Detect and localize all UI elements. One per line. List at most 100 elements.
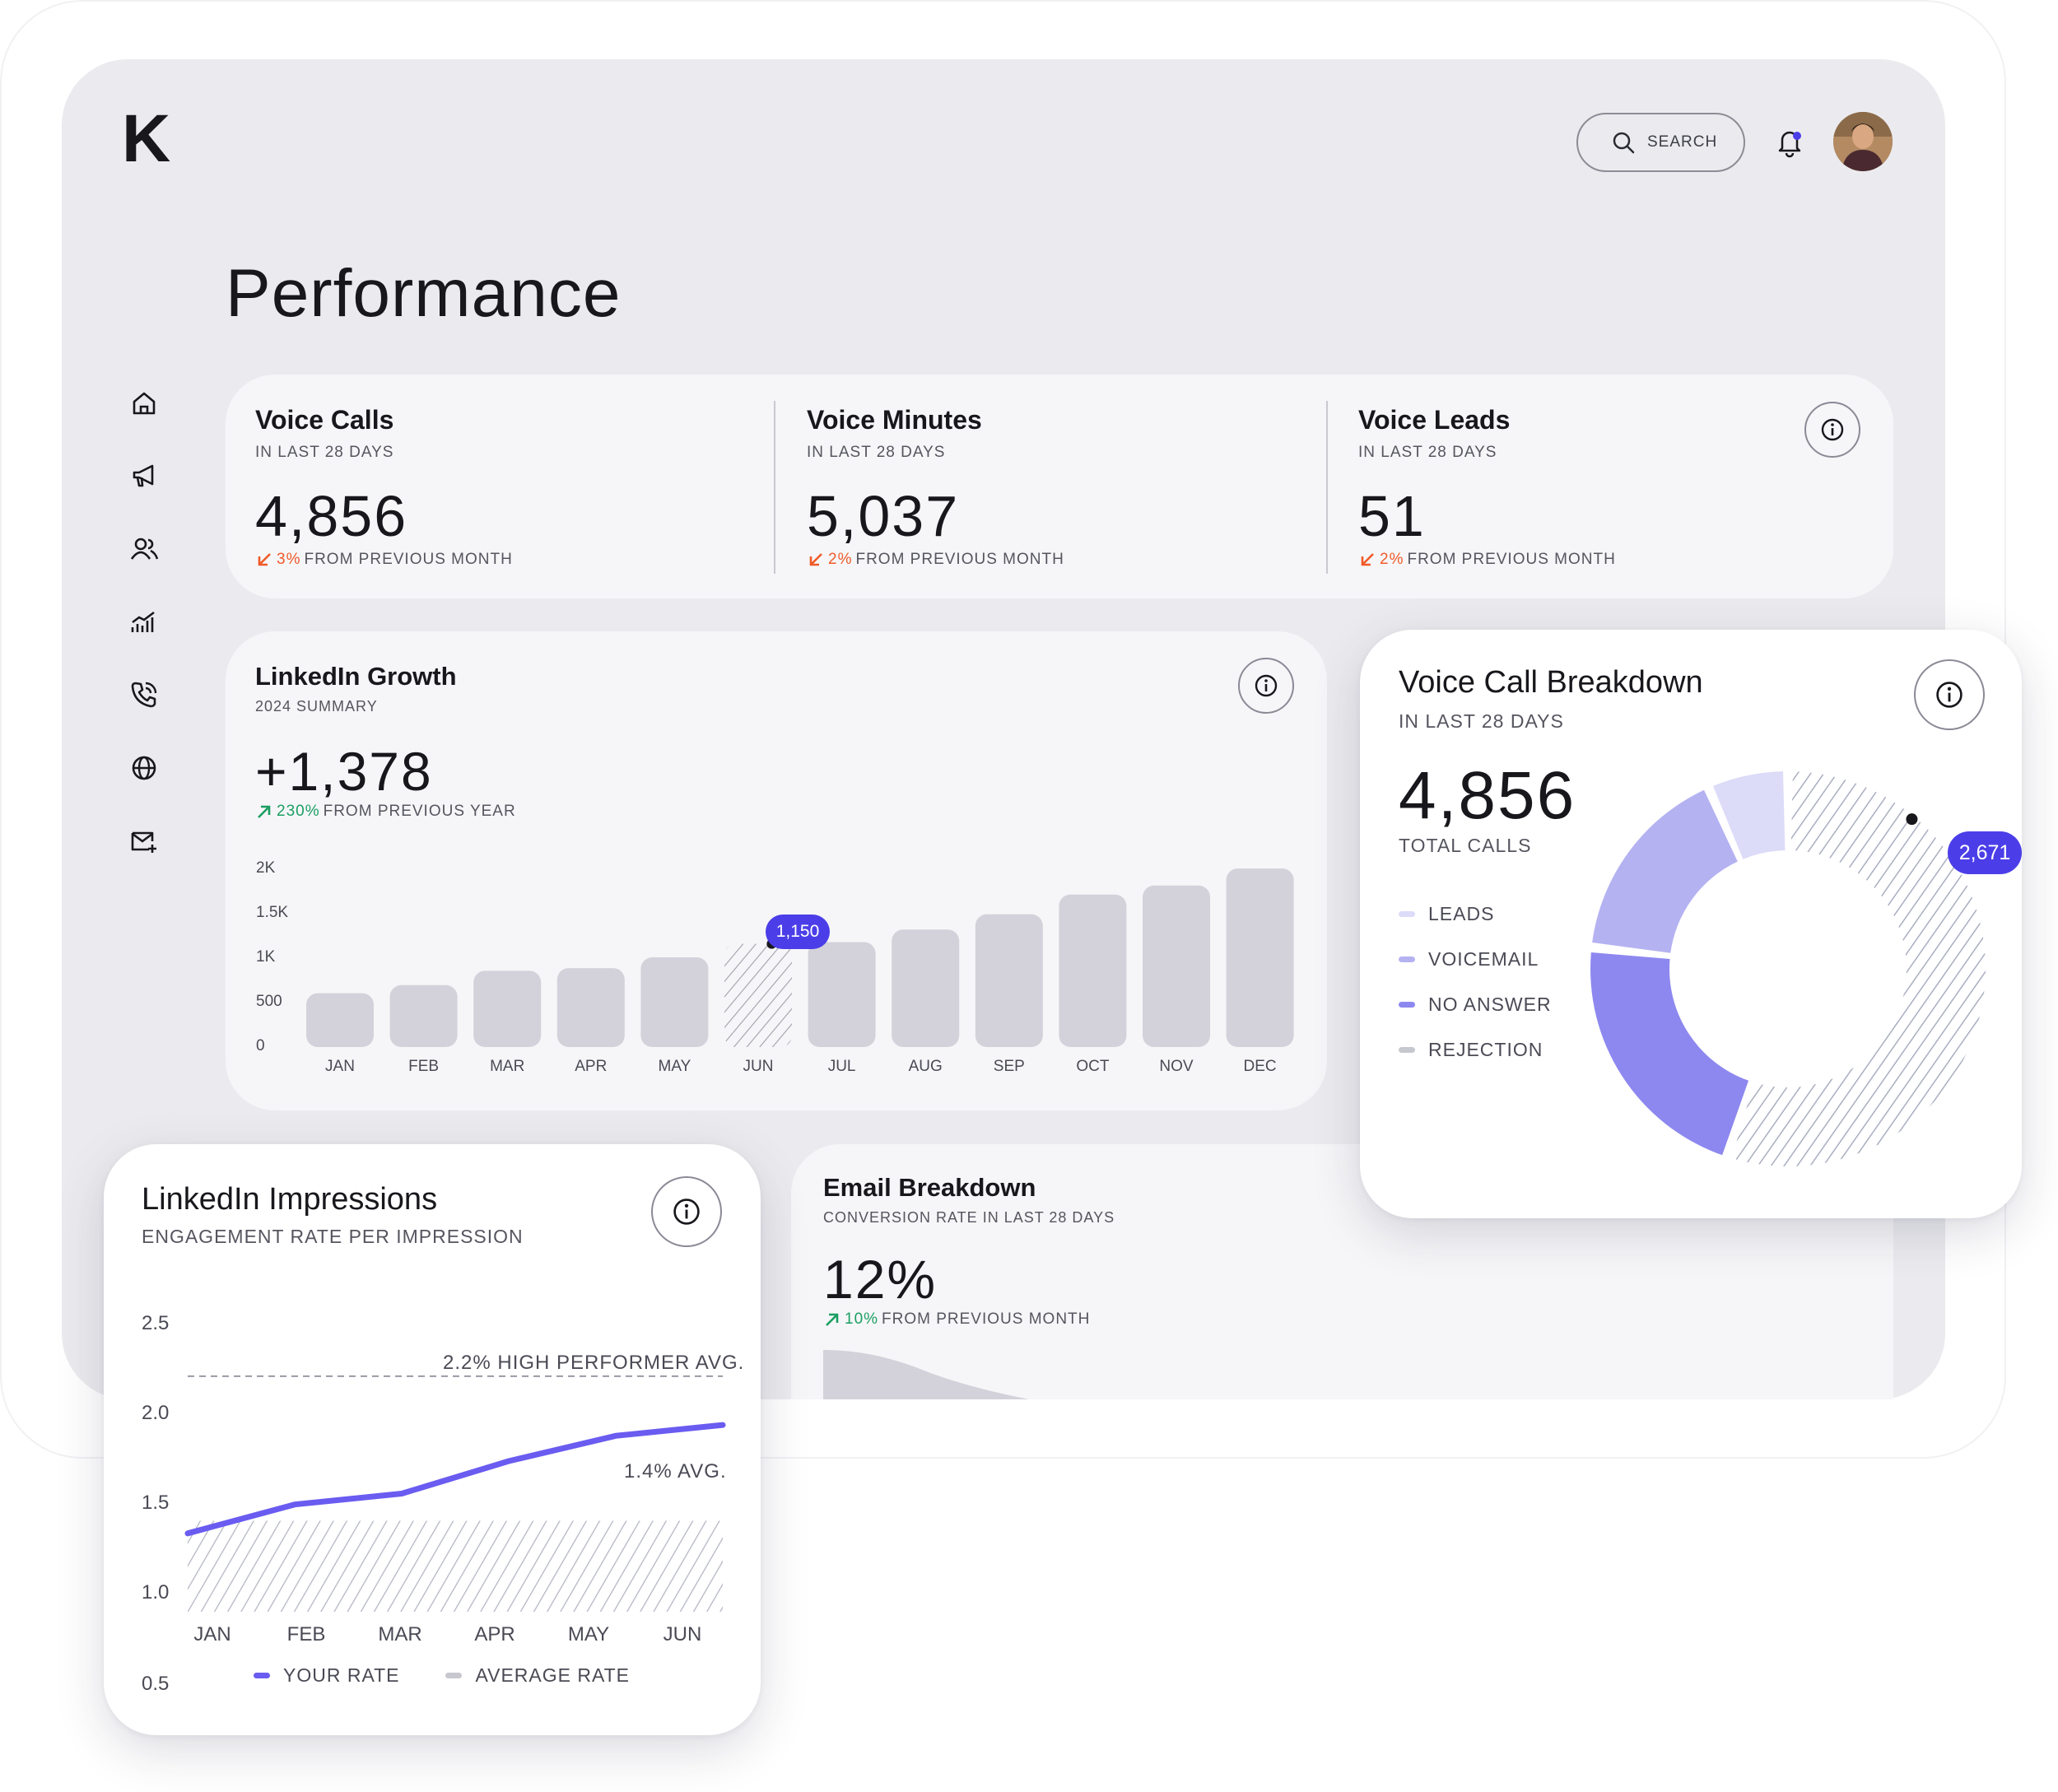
email-delta: 10% FROM PREVIOUS MONTH — [823, 1310, 1115, 1329]
growth-delta: 230% FROM PREVIOUS YEAR — [255, 803, 516, 821]
users-icon[interactable] — [128, 533, 161, 566]
donut-marker — [1906, 813, 1918, 826]
bar-apr[interactable] — [556, 968, 625, 1047]
x-tick: MAY — [658, 1058, 691, 1075]
linkedin-growth-header: LinkedIn Growth 2024 SUMMARY +1,378 230%… — [255, 662, 516, 821]
slice-leads[interactable] — [1712, 771, 1786, 859]
bar-jan[interactable] — [306, 993, 374, 1047]
stat-value: 4,856 — [255, 484, 408, 548]
info-icon — [1255, 674, 1278, 697]
y-tick: 1K — [256, 948, 276, 966]
x-tick: JUN — [663, 1623, 702, 1645]
y-tick: 500 — [256, 993, 282, 1010]
bar-nov[interactable] — [1143, 885, 1210, 1047]
voice-breakdown-donut — [1590, 771, 1986, 1167]
slice-voicemail[interactable] — [1592, 789, 1738, 953]
stat-title: Voice Calls — [255, 405, 394, 435]
card-title: LinkedIn Growth — [255, 662, 457, 691]
arrow-down-left-icon — [809, 553, 822, 566]
bar-jul[interactable] — [808, 942, 876, 1047]
x-tick: FEB — [408, 1058, 440, 1075]
stat-delta: 2% FROM PREVIOUS MONTH — [807, 551, 1064, 569]
arrow-up-right-icon — [258, 805, 271, 818]
info-icon — [1936, 682, 1963, 708]
average-rate-area — [188, 1520, 723, 1612]
stat-divider — [1326, 401, 1328, 574]
delta-text: FROM PREVIOUS MONTH — [882, 1310, 1091, 1328]
donut-tooltip: 2,671 — [1948, 831, 2022, 874]
impressions-line-chart — [184, 1375, 726, 1612]
info-button[interactable] — [1238, 658, 1294, 714]
bar-may[interactable] — [640, 957, 709, 1047]
info-button[interactable] — [651, 1176, 722, 1247]
stat-voice-calls: Voice Calls IN LAST 28 DAYS 4,856 3% FRO… — [255, 405, 513, 569]
stat-title: Voice Leads — [1358, 405, 1511, 435]
x-tick: FEB — [286, 1623, 326, 1645]
x-tick: JUL — [827, 1058, 856, 1075]
search-input[interactable]: SEARCH — [1576, 113, 1745, 172]
linkedin-growth-chart — [306, 868, 1294, 1047]
delta-pct: 2% — [828, 551, 853, 568]
slice-rejection[interactable] — [1731, 771, 1986, 1167]
bar-dec[interactable] — [1226, 868, 1294, 1047]
legend-rejection: REJECTION — [1399, 1039, 1703, 1061]
y-tick: 2.5 — [142, 1312, 170, 1334]
email-area-chart — [823, 1350, 1029, 1399]
arrow-down-left-icon — [258, 553, 271, 566]
bar-aug[interactable] — [892, 929, 960, 1047]
bar-jun[interactable] — [724, 943, 792, 1047]
x-tick: MAR — [490, 1058, 525, 1075]
bar-sep[interactable] — [975, 914, 1043, 1047]
delta-pct: 230% — [277, 803, 320, 820]
stat-divider — [774, 401, 775, 574]
x-tick: APR — [474, 1623, 515, 1645]
delta-text: FROM PREVIOUS MONTH — [304, 551, 513, 568]
x-tick: OCT — [1076, 1058, 1110, 1075]
bar-mar[interactable] — [473, 970, 542, 1047]
phone-icon[interactable] — [128, 678, 161, 711]
card-title: Email Breakdown — [823, 1173, 1036, 1202]
legend-leads: LEADS — [1399, 903, 1703, 925]
bar-tooltip: 1,150 — [766, 915, 830, 949]
email-value: 12% — [823, 1249, 938, 1310]
globe-icon[interactable] — [128, 752, 161, 784]
info-icon — [673, 1199, 700, 1225]
info-icon — [1821, 418, 1844, 441]
megaphone-icon[interactable] — [128, 459, 161, 492]
bar-feb[interactable] — [389, 984, 458, 1047]
x-tick: DEC — [1243, 1058, 1277, 1075]
linkedin-impressions-card — [104, 1144, 761, 1735]
delta-pct: 2% — [1380, 551, 1404, 568]
bell-icon[interactable] — [1775, 127, 1804, 158]
slice-no-answer[interactable] — [1590, 952, 1749, 1156]
x-tick: JAN — [193, 1623, 231, 1645]
delta-text: FROM PREVIOUS MONTH — [855, 551, 1064, 568]
stat-period: IN LAST 28 DAYS — [1358, 444, 1497, 461]
analytics-icon[interactable] — [128, 606, 161, 639]
delta-text: FROM PREVIOUS MONTH — [1407, 551, 1616, 568]
search-icon — [1613, 132, 1635, 154]
stat-period: IN LAST 28 DAYS — [807, 444, 946, 461]
card-title: Voice Call Breakdown — [1399, 665, 1703, 700]
info-button[interactable] — [1914, 659, 1985, 730]
delta-text: FROM PREVIOUS YEAR — [323, 803, 516, 820]
arrow-up-right-icon — [826, 1313, 839, 1326]
y-tick: 2.0 — [142, 1402, 170, 1424]
info-button[interactable] — [1804, 402, 1860, 458]
legend-your-rate: YOUR RATE — [254, 1664, 399, 1687]
avatar[interactable] — [1833, 112, 1893, 171]
growth-value: +1,378 — [255, 741, 433, 802]
logo[interactable]: K — [122, 101, 171, 176]
home-icon[interactable] — [128, 387, 161, 420]
stat-value: 5,037 — [807, 484, 960, 548]
card-subtitle: IN LAST 28 DAYS — [1399, 710, 1564, 732]
mail-add-icon[interactable] — [128, 825, 161, 858]
average-label: 1.4% AVG. — [621, 1460, 730, 1483]
bar-oct[interactable] — [1059, 894, 1127, 1047]
search-label: SEARCH — [1647, 133, 1718, 151]
card-title: LinkedIn Impressions — [142, 1182, 438, 1217]
y-tick: 0.5 — [142, 1673, 170, 1695]
card-subtitle: 2024 SUMMARY — [255, 698, 378, 714]
your-rate-line[interactable] — [184, 1422, 726, 1537]
legend-no-answer: NO ANSWER — [1399, 994, 1703, 1016]
